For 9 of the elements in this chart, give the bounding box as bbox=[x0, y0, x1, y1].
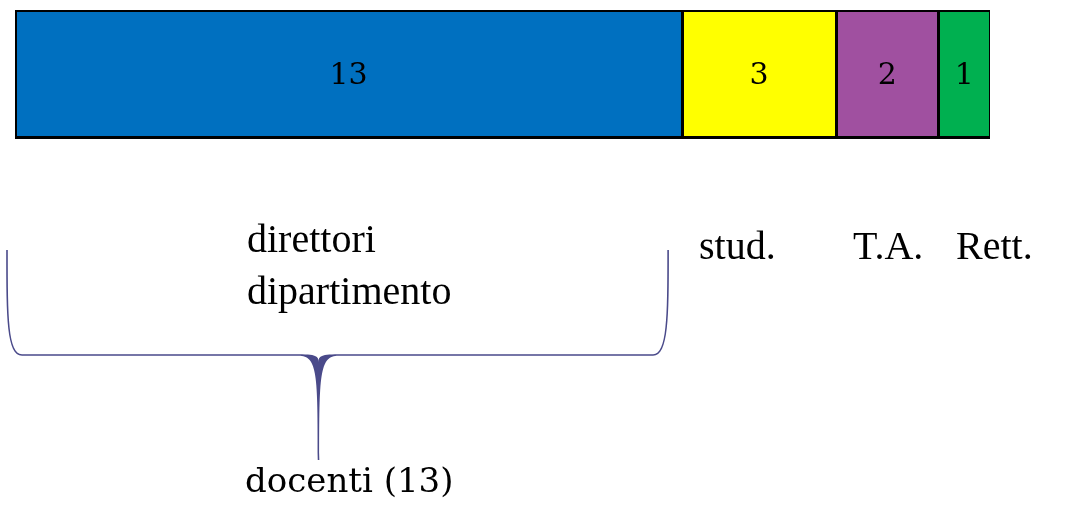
text: Rett. bbox=[956, 223, 1033, 268]
text: T.A. bbox=[853, 223, 924, 268]
data-label: 2 bbox=[877, 56, 897, 92]
data-label: 13 bbox=[329, 56, 368, 92]
text: stud. bbox=[699, 223, 776, 268]
data-label: 3 bbox=[749, 56, 769, 92]
series-label: direttori dipartimento bbox=[247, 216, 452, 313]
text: docenti (13) bbox=[245, 460, 454, 500]
data-label: 1 bbox=[954, 56, 974, 92]
